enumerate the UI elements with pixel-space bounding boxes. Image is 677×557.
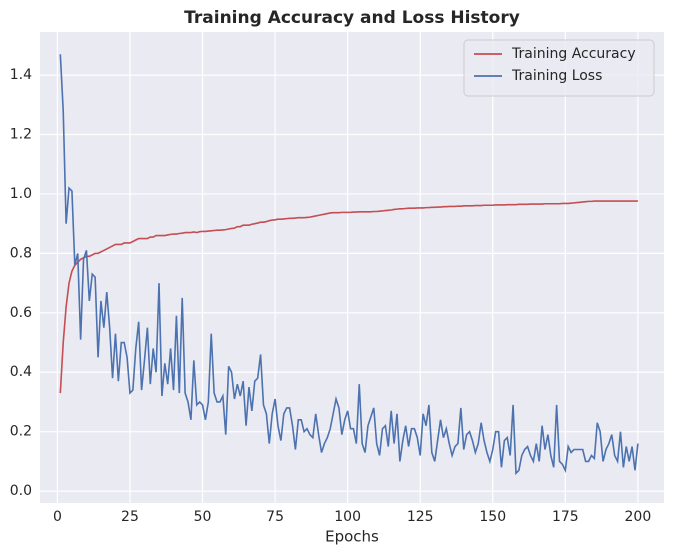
labels: 0.0 0.2 0.4 0.6 0.8 1.0 1.2 1.4 0 25 50 75 100 125 150… (10, 67, 652, 525)
x-tick-label: 175 (552, 509, 579, 525)
series-line (59, 54, 639, 476)
y-tick-label: 0.6 (10, 305, 32, 321)
x-tick-label: 150 (479, 509, 506, 525)
grid (40, 32, 664, 503)
x-tick-label: 75 (266, 509, 284, 525)
x-tick-label: 125 (407, 509, 434, 525)
x-tick-label: 50 (194, 509, 212, 525)
x-tick-label: 0 (53, 509, 62, 525)
y-tick-label: 1.2 (10, 127, 32, 143)
y-tick-label: 0.8 (10, 245, 32, 261)
y-tick-label: 1.0 (10, 186, 32, 202)
plot-area (40, 32, 664, 503)
x-tick-label: 25 (121, 509, 139, 525)
lines (59, 54, 639, 476)
series-line (59, 200, 638, 394)
y-tick-label: 0.0 (10, 483, 32, 499)
x-tick-label: 100 (334, 509, 361, 525)
y-tick-label: 0.4 (10, 364, 32, 380)
y-tick-label: 0.2 (10, 424, 32, 440)
legend-label: Training Loss (511, 68, 602, 84)
legend: Training Accuracy Training Loss (463, 39, 655, 97)
x-axis-label: Epochs (325, 528, 379, 546)
legend-label: Training Accuracy (511, 46, 636, 62)
legend-box (463, 39, 655, 97)
x-tick-label: 200 (625, 509, 652, 525)
y-tick-label: 1.4 (10, 67, 32, 83)
chart-title: Training Accuracy and Loss History (184, 8, 520, 28)
